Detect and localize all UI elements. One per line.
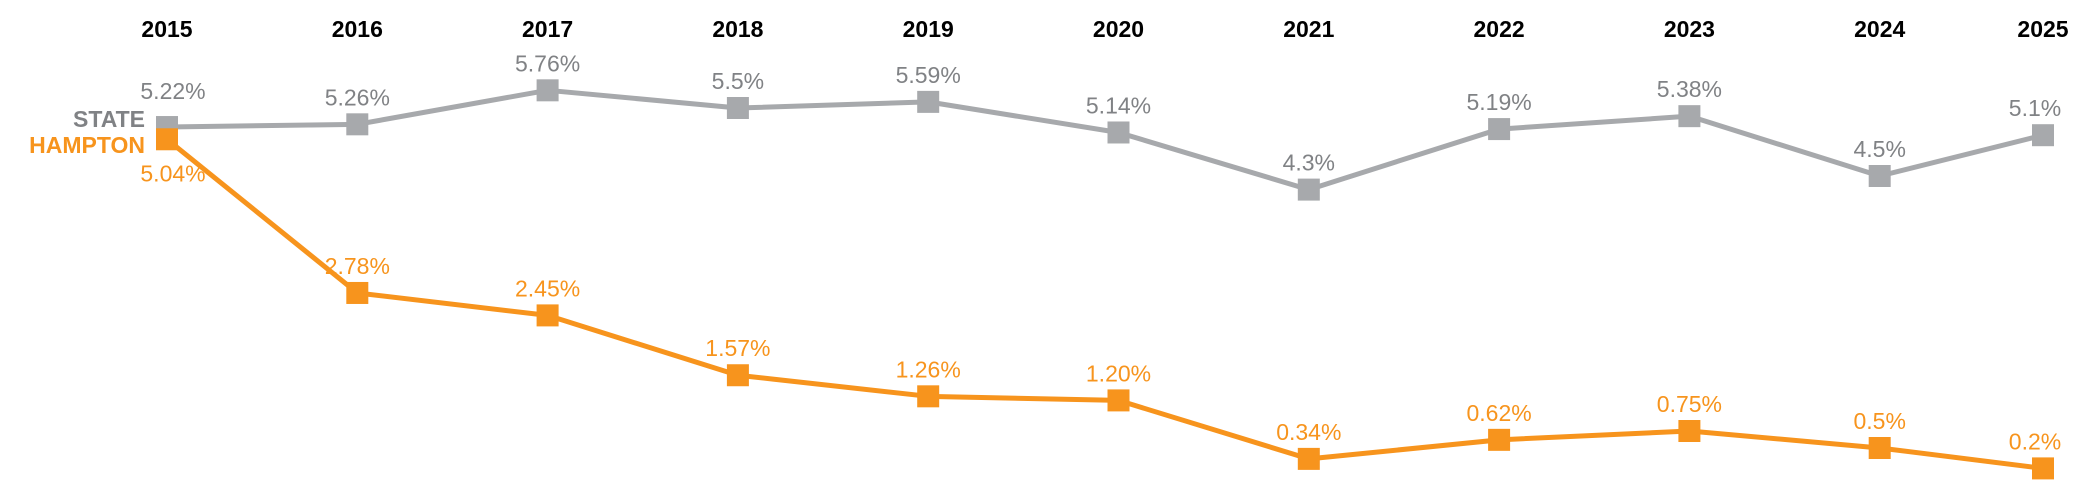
data-label: 0.2% xyxy=(2009,428,2061,454)
series-line-hampton xyxy=(165,137,2044,471)
data-point-hampton xyxy=(1868,437,1891,459)
data-label: 5.59% xyxy=(896,62,961,88)
data-label: 0.75% xyxy=(1657,391,1722,417)
data-point-state xyxy=(917,90,940,113)
legend-state: STATE xyxy=(73,106,145,132)
legend-hampton: HAMPTON xyxy=(29,132,145,158)
x-tick-label: 2017 xyxy=(522,16,573,42)
x-tick-label: 2025 xyxy=(2017,16,2068,42)
data-label: 5.22% xyxy=(140,78,205,104)
data-label: 0.34% xyxy=(1276,419,1341,445)
data-point-state xyxy=(2032,124,2054,147)
data-label: 1.57% xyxy=(705,335,770,361)
data-label: 2.45% xyxy=(515,275,580,301)
data-label: 1.26% xyxy=(896,356,961,382)
data-label: 5.1% xyxy=(2009,95,2061,121)
data-label: 5.19% xyxy=(1466,89,1531,115)
data-label: 0.5% xyxy=(1853,408,1905,434)
x-tick-label: 2016 xyxy=(332,16,383,42)
data-labels: 5.22% 5.26% 5.76% 5.5% 5.59% 5.14% 4.3% 5.19% 5.… xyxy=(140,50,2061,454)
data-point-state xyxy=(1297,178,1320,201)
data-label: 4.3% xyxy=(1283,150,1335,176)
x-tick-label: 2023 xyxy=(1664,16,1715,42)
data-point-hampton xyxy=(2032,457,2054,480)
x-tick-label: 2019 xyxy=(903,16,954,42)
data-label: 5.14% xyxy=(1086,92,1151,118)
x-tick-label: 2018 xyxy=(712,16,763,42)
data-point-hampton xyxy=(917,385,940,408)
data-point-state xyxy=(536,79,559,102)
data-label: 5.76% xyxy=(515,50,580,76)
data-point-state xyxy=(726,97,749,119)
data-label: 5.04% xyxy=(140,160,205,186)
x-tick-label: 2020 xyxy=(1093,16,1144,42)
data-point-state xyxy=(346,113,369,136)
data-label: 0.62% xyxy=(1466,400,1531,426)
series-lines xyxy=(156,79,2054,480)
x-tick-label: 2024 xyxy=(1854,16,1905,42)
data-label: 1.20% xyxy=(1086,360,1151,386)
x-axis-labels: 2015 2016 2017 2018 2019 2020 2021 2022 2023 2024… xyxy=(141,16,2068,42)
data-label: 2.78% xyxy=(325,253,390,279)
x-tick-label: 2022 xyxy=(1474,16,1525,42)
data-point-state xyxy=(1868,165,1891,187)
data-point-hampton xyxy=(1297,447,1320,470)
data-point-state xyxy=(1488,118,1511,141)
x-tick-label: 2015 xyxy=(141,16,192,42)
data-point-hampton xyxy=(346,281,369,304)
data-point-hampton xyxy=(1107,389,1130,412)
data-point-hampton xyxy=(1488,428,1511,451)
data-point-hampton xyxy=(726,364,749,387)
data-point-hampton xyxy=(1678,420,1701,442)
data-point-hampton xyxy=(156,128,178,151)
data-label: 4.5% xyxy=(1853,136,1905,162)
data-point-state xyxy=(1107,121,1130,144)
x-tick-label: 2021 xyxy=(1283,16,1334,42)
data-label: 5.26% xyxy=(325,84,390,110)
data-label: 5.5% xyxy=(712,68,764,94)
data-point-hampton xyxy=(536,304,559,327)
data-point-state xyxy=(1678,105,1701,128)
data-label: 5.38% xyxy=(1657,76,1722,102)
